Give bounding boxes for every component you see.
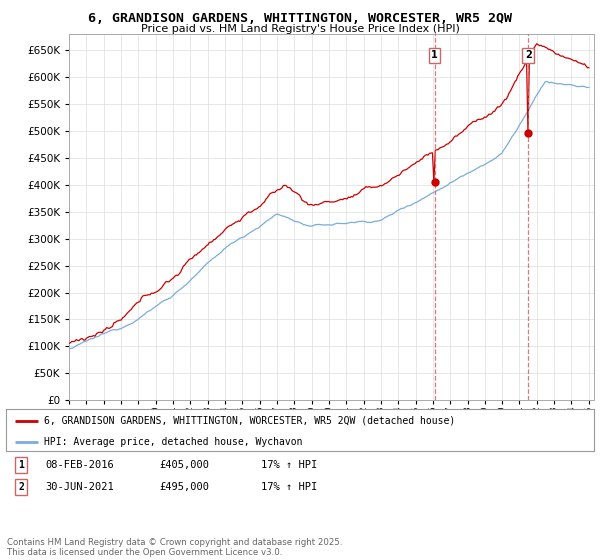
Text: 2: 2	[18, 482, 24, 492]
Text: 17% ↑ HPI: 17% ↑ HPI	[261, 482, 317, 492]
Text: 17% ↑ HPI: 17% ↑ HPI	[261, 460, 317, 470]
Text: Contains HM Land Registry data © Crown copyright and database right 2025.
This d: Contains HM Land Registry data © Crown c…	[7, 538, 343, 557]
Text: HPI: Average price, detached house, Wychavon: HPI: Average price, detached house, Wych…	[44, 437, 303, 446]
Text: £405,000: £405,000	[159, 460, 209, 470]
Text: £495,000: £495,000	[159, 482, 209, 492]
Text: 6, GRANDISON GARDENS, WHITTINGTON, WORCESTER, WR5 2QW: 6, GRANDISON GARDENS, WHITTINGTON, WORCE…	[88, 12, 512, 25]
Text: 1: 1	[18, 460, 24, 470]
Text: Price paid vs. HM Land Registry's House Price Index (HPI): Price paid vs. HM Land Registry's House …	[140, 24, 460, 34]
Text: 30-JUN-2021: 30-JUN-2021	[45, 482, 114, 492]
Text: 6, GRANDISON GARDENS, WHITTINGTON, WORCESTER, WR5 2QW (detached house): 6, GRANDISON GARDENS, WHITTINGTON, WORCE…	[44, 416, 455, 426]
Text: 1: 1	[431, 50, 438, 60]
Text: 2: 2	[525, 50, 532, 60]
Text: 08-FEB-2016: 08-FEB-2016	[45, 460, 114, 470]
